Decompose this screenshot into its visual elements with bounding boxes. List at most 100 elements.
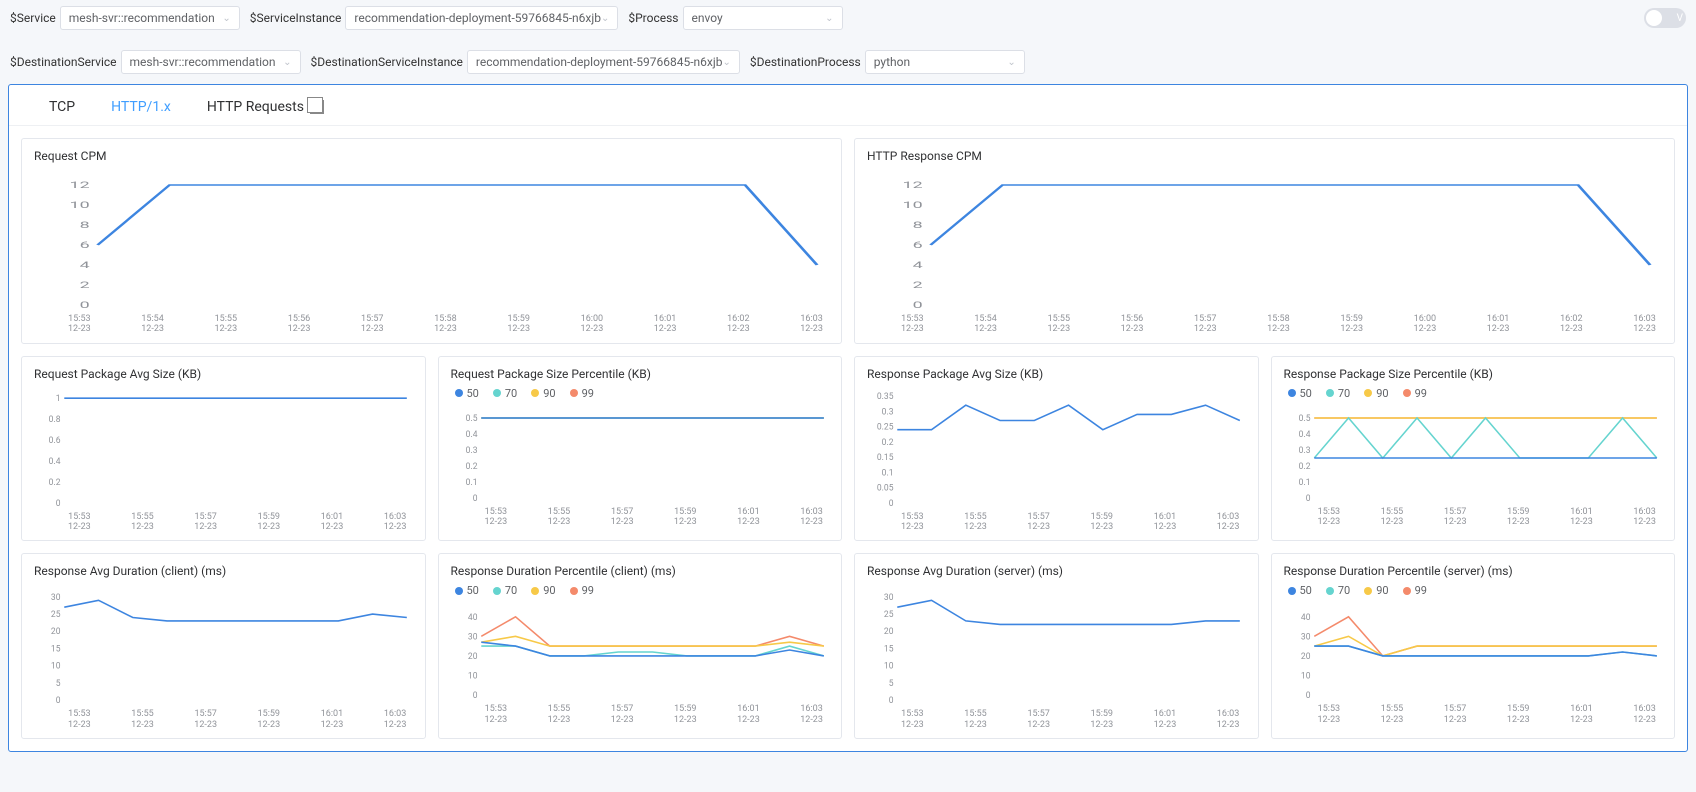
select-value: mesh-svr::recommendation bbox=[69, 11, 215, 25]
select-box[interactable]: mesh-svr::recommendation⌄ bbox=[121, 50, 301, 74]
chart-area[interactable]: 024681012 bbox=[34, 169, 829, 312]
svg-text:2: 2 bbox=[80, 280, 90, 290]
svg-text:0: 0 bbox=[80, 300, 90, 309]
svg-text:0.2: 0.2 bbox=[882, 437, 894, 447]
select-box[interactable]: recommendation-deployment-59766845-n6xjb… bbox=[467, 50, 740, 74]
svg-text:30: 30 bbox=[884, 593, 894, 603]
chart-legend: 50709099 bbox=[455, 387, 830, 400]
x-tick-label: 15:5312-23 bbox=[68, 314, 91, 335]
svg-text:10: 10 bbox=[70, 200, 90, 210]
svg-text:0: 0 bbox=[889, 696, 894, 704]
svg-text:0.2: 0.2 bbox=[1298, 461, 1310, 471]
legend-dot-icon bbox=[1326, 389, 1334, 397]
x-tick-label: 15:5712-23 bbox=[1444, 507, 1467, 528]
x-tick-label: 15:5312-23 bbox=[68, 512, 91, 533]
tab-tcp[interactable]: TCP bbox=[49, 99, 75, 115]
x-tick-label: 15:5912-23 bbox=[257, 709, 280, 730]
chart-area[interactable]: 00.050.10.150.20.250.30.35 bbox=[867, 387, 1246, 510]
legend-label: 90 bbox=[543, 387, 555, 400]
chart-panel-resp-dur-client-pct: Response Duration Percentile (client) (m… bbox=[438, 553, 843, 739]
x-tick-label: 16:0212-23 bbox=[727, 314, 750, 335]
x-tick-label: 15:5712-23 bbox=[611, 507, 634, 528]
legend-label: 99 bbox=[1415, 387, 1427, 400]
chart-area[interactable]: 010203040 bbox=[1284, 601, 1663, 702]
x-tick-label: 16:0112-23 bbox=[1154, 512, 1177, 533]
x-tick-label: 15:5312-23 bbox=[901, 512, 924, 533]
x-tick-label: 15:5912-23 bbox=[674, 704, 697, 725]
legend-item: 70 bbox=[493, 584, 517, 597]
select-box[interactable]: recommendation-deployment-59766845-n6xjb… bbox=[345, 6, 618, 30]
chart-panel-http-response-cpm: HTTP Response CPM02468101215:5312-2315:5… bbox=[854, 138, 1675, 344]
legend-label: 90 bbox=[543, 584, 555, 597]
filter-label: $ServiceInstance bbox=[250, 11, 342, 25]
legend-item: 50 bbox=[455, 584, 479, 597]
svg-text:0.3: 0.3 bbox=[465, 445, 477, 455]
x-tick-label: 15:5512-23 bbox=[131, 709, 154, 730]
svg-text:0.2: 0.2 bbox=[49, 478, 61, 488]
chart-area[interactable]: 00.10.20.30.40.5 bbox=[1284, 404, 1663, 505]
chart-legend: 50709099 bbox=[1288, 387, 1663, 400]
copy-icon bbox=[310, 100, 324, 114]
legend-item: 90 bbox=[531, 584, 555, 597]
filter-group: $Service mesh-svr::recommendation⌄ bbox=[10, 6, 240, 30]
svg-text:6: 6 bbox=[913, 240, 923, 250]
select-box[interactable]: python⌄ bbox=[865, 50, 1025, 74]
tab-http-1-x[interactable]: HTTP/1.x bbox=[111, 99, 171, 115]
legend-item: 70 bbox=[1326, 584, 1350, 597]
legend-label: 70 bbox=[1338, 584, 1350, 597]
x-tick-label: 15:5312-23 bbox=[1318, 507, 1341, 528]
svg-text:4: 4 bbox=[80, 260, 90, 270]
tab-http-requests[interactable]: HTTP Requests bbox=[207, 99, 324, 115]
x-tick-label: 15:5712-23 bbox=[194, 512, 217, 533]
legend-dot-icon bbox=[531, 587, 539, 595]
svg-text:0.05: 0.05 bbox=[877, 483, 894, 493]
svg-text:30: 30 bbox=[467, 633, 477, 643]
x-tick-label: 16:0312-23 bbox=[1217, 709, 1240, 730]
select-value: envoy bbox=[692, 11, 723, 25]
svg-text:0.5: 0.5 bbox=[1298, 413, 1310, 423]
legend-item: 50 bbox=[1288, 387, 1312, 400]
legend-label: 70 bbox=[1338, 387, 1350, 400]
chart-panel-resp-dur-server-pct: Response Duration Percentile (server) (m… bbox=[1271, 553, 1676, 739]
filter-label: $Process bbox=[628, 11, 678, 25]
chart-area[interactable]: 010203040 bbox=[451, 601, 830, 702]
chart-area[interactable]: 00.20.40.60.81 bbox=[34, 387, 413, 510]
filter-label: $DestinationService bbox=[10, 55, 117, 69]
x-tick-label: 15:5412-23 bbox=[974, 314, 997, 335]
chart-area[interactable]: 051015202530 bbox=[867, 584, 1246, 707]
x-tick-label: 15:5312-23 bbox=[901, 314, 924, 335]
panel-title: Request Package Avg Size (KB) bbox=[34, 367, 413, 381]
view-toggle[interactable]: V bbox=[1644, 8, 1686, 28]
x-tick-label: 15:5312-23 bbox=[485, 507, 508, 528]
x-tick-label: 16:0312-23 bbox=[1633, 704, 1656, 725]
x-tick-label: 15:5512-23 bbox=[548, 704, 571, 725]
x-tick-label: 16:0112-23 bbox=[1570, 507, 1593, 528]
x-tick-label: 15:5912-23 bbox=[674, 507, 697, 528]
x-tick-label: 15:5912-23 bbox=[1090, 709, 1113, 730]
select-box[interactable]: envoy⌄ bbox=[683, 6, 843, 30]
x-tick-label: 16:0112-23 bbox=[321, 512, 344, 533]
svg-text:0.6: 0.6 bbox=[49, 436, 61, 446]
chart-area[interactable]: 051015202530 bbox=[34, 584, 413, 707]
x-axis-labels: 15:5312-2315:5512-2315:5712-2315:5912-23… bbox=[34, 510, 413, 533]
x-tick-label: 16:0112-23 bbox=[654, 314, 677, 335]
chart-area[interactable]: 00.10.20.30.40.5 bbox=[451, 404, 830, 505]
svg-text:0: 0 bbox=[913, 300, 923, 309]
chart-area[interactable]: 024681012 bbox=[867, 169, 1662, 312]
svg-text:10: 10 bbox=[1300, 672, 1310, 682]
filter-group: $DestinationServiceInstancerecommendatio… bbox=[311, 50, 740, 74]
filter-label: $DestinationProcess bbox=[750, 55, 861, 69]
x-tick-label: 15:5712-23 bbox=[1194, 314, 1217, 335]
legend-label: 50 bbox=[1300, 584, 1312, 597]
svg-text:12: 12 bbox=[70, 180, 90, 190]
filter-label: $Service bbox=[10, 11, 56, 25]
svg-text:10: 10 bbox=[884, 662, 894, 672]
legend-dot-icon bbox=[1288, 389, 1296, 397]
select-value: recommendation-deployment-59766845-n6xjb bbox=[354, 11, 601, 25]
tab-label: HTTP/1.x bbox=[111, 99, 171, 115]
chart-grid: Request CPM02468101215:5312-2315:5412-23… bbox=[9, 126, 1687, 751]
x-axis-labels: 15:5312-2315:5512-2315:5712-2315:5912-23… bbox=[1284, 702, 1663, 725]
svg-text:6: 6 bbox=[80, 240, 90, 250]
x-axis-labels: 15:5312-2315:5512-2315:5712-2315:5912-23… bbox=[451, 702, 830, 725]
select-box[interactable]: mesh-svr::recommendation⌄ bbox=[60, 6, 240, 30]
